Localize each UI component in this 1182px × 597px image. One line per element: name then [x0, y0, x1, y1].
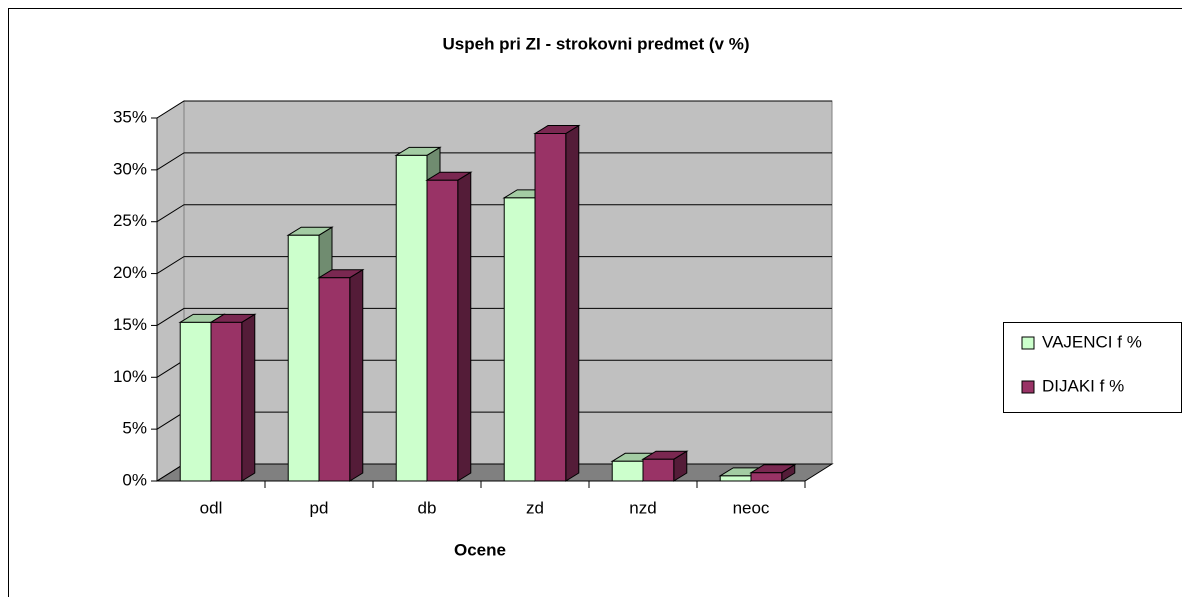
- legend-label: DIJAKI f %: [1042, 376, 1124, 395]
- x-tick-label: db: [418, 498, 437, 517]
- grid-line: [156, 307, 832, 326]
- bar-front: [287, 234, 320, 482]
- bar-front: [642, 458, 675, 482]
- bar-front: [426, 179, 459, 482]
- y-tick-label: 25%: [113, 211, 147, 230]
- y-tick-label: 35%: [113, 107, 147, 126]
- bar: [317, 268, 365, 482]
- bar-front: [210, 321, 243, 482]
- bar-front: [318, 277, 351, 482]
- x-tick-label: neoc: [733, 498, 770, 517]
- x-tick-label: nzd: [629, 498, 656, 517]
- y-tick-label: 20%: [113, 263, 147, 282]
- bar: [209, 313, 257, 482]
- bar: [749, 463, 797, 482]
- bar: [533, 124, 581, 482]
- bar: [425, 171, 473, 482]
- chart-title: Uspeh pri ZI - strokovni predmet (v %): [443, 34, 750, 53]
- grid-line: [156, 100, 832, 119]
- bar-front: [179, 321, 212, 482]
- bar-front: [503, 197, 536, 482]
- bar-front: [719, 475, 752, 482]
- bar-front: [750, 472, 783, 482]
- y-tick-label: 30%: [113, 159, 147, 178]
- bar-side: [565, 124, 580, 482]
- x-tick-label: pd: [310, 498, 329, 517]
- bar: [641, 450, 689, 482]
- legend-swatch: [1021, 380, 1035, 394]
- y-tick-label: 5%: [122, 419, 147, 438]
- grid-line: [156, 152, 832, 171]
- bar-front: [534, 133, 567, 482]
- grid-line: [156, 204, 832, 223]
- bar-side: [457, 171, 472, 482]
- bar-front: [395, 154, 428, 482]
- bar-front: [611, 460, 644, 482]
- y-tick-label: 10%: [113, 367, 147, 386]
- legend-swatch: [1021, 336, 1035, 350]
- bar-side: [241, 313, 256, 482]
- x-axis-label: Ocene: [454, 540, 506, 559]
- y-tick-label: 15%: [113, 315, 147, 334]
- grid-line: [156, 256, 832, 274]
- bar-side: [349, 268, 364, 482]
- y-tick-label: 0%: [122, 470, 147, 489]
- x-tick-label: odl: [200, 498, 223, 517]
- legend-label: VAJENCI f %: [1042, 332, 1142, 351]
- x-tick-label: zd: [526, 498, 544, 517]
